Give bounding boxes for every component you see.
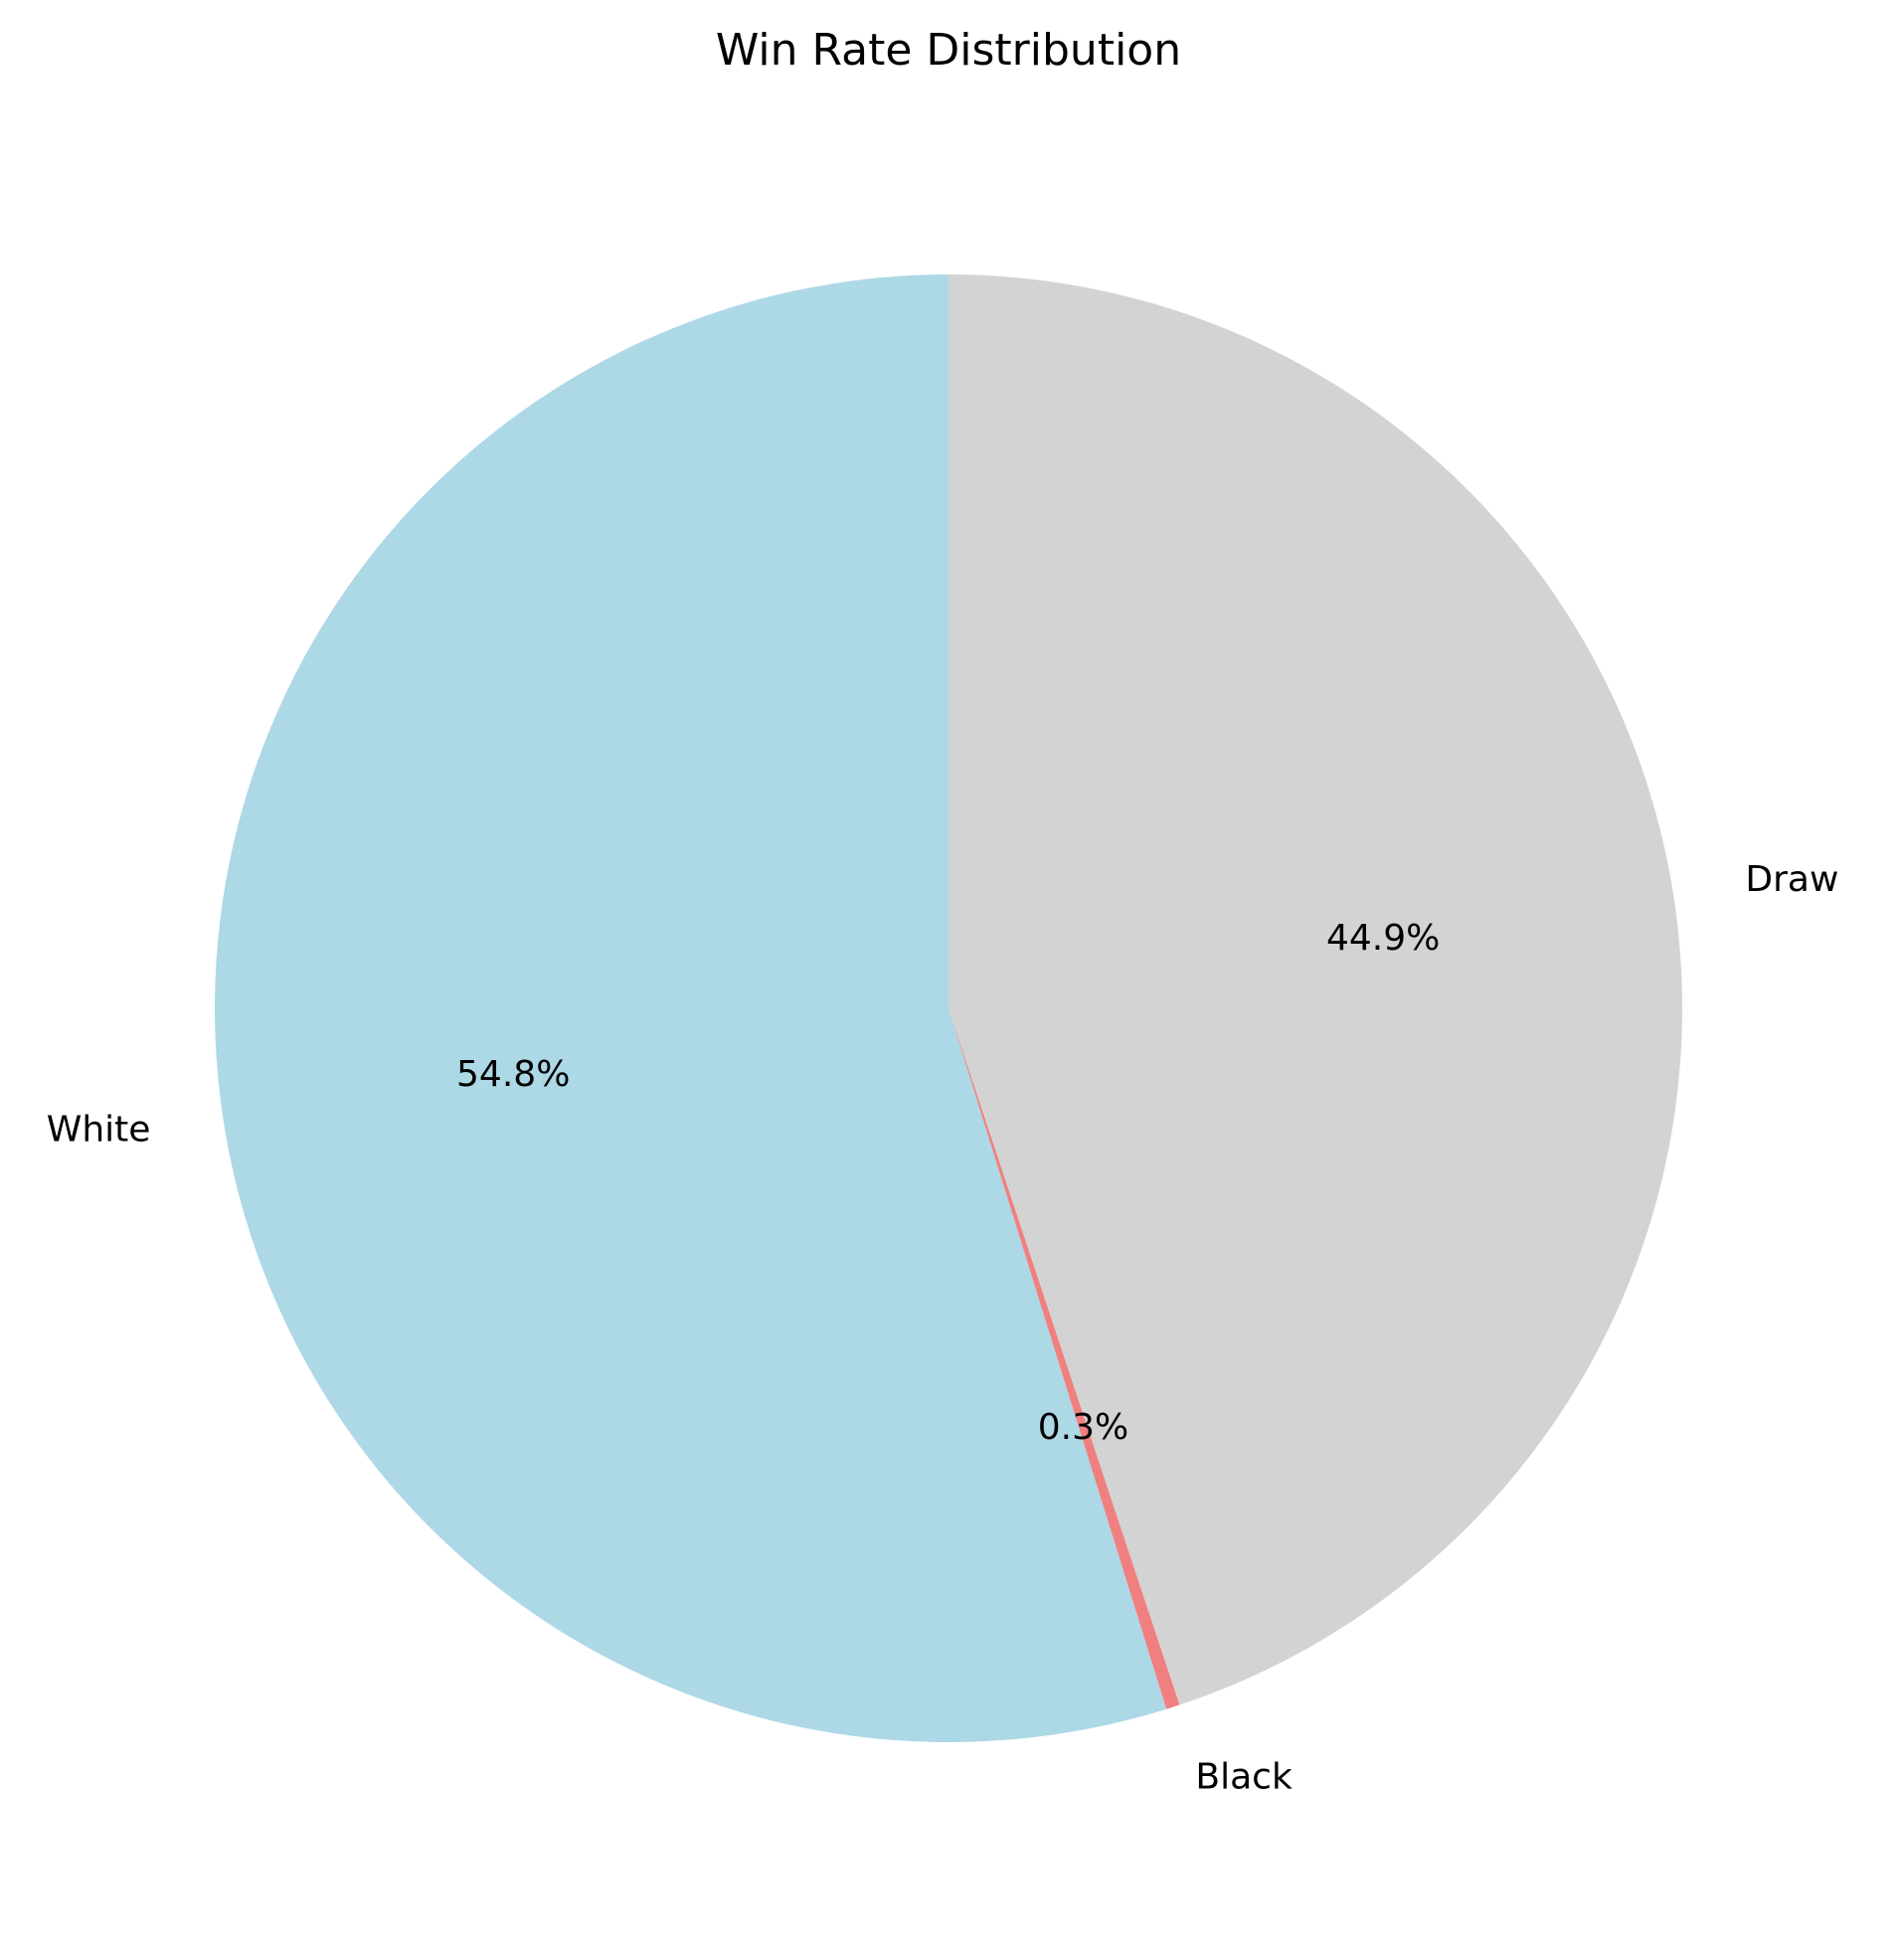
slice-label-black: Black — [1195, 1756, 1293, 1797]
pie-slice-white — [215, 274, 1167, 1742]
pie-slices — [215, 274, 1683, 1742]
pie-labels: White 54.8% Black 0.3% Draw 44.9% — [47, 859, 1839, 1797]
chart-title: Win Rate Distribution — [716, 25, 1181, 76]
pie-slice-black — [948, 1008, 1180, 1709]
percent-label-draw: 44.9% — [1326, 918, 1440, 959]
pie-slice-draw — [948, 274, 1683, 1705]
percent-label-white: 54.8% — [456, 1054, 570, 1095]
percent-label-black: 0.3% — [1038, 1407, 1128, 1448]
slice-label-white: White — [47, 1109, 151, 1150]
slice-label-draw: Draw — [1745, 859, 1838, 900]
